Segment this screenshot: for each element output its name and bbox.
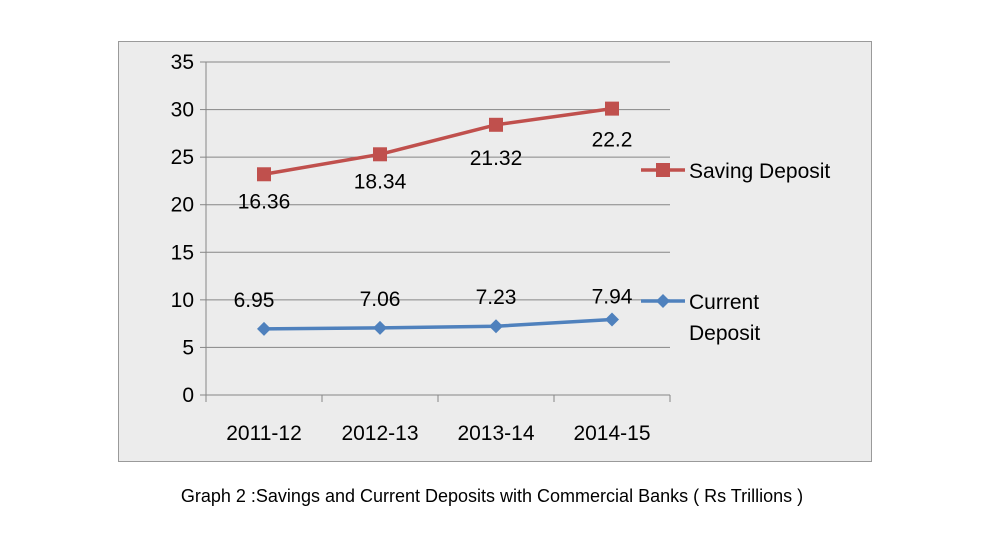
y-tick-label: 20 [171, 194, 194, 217]
legend-entry: Current Deposit [641, 291, 760, 345]
legend-label: Saving Deposit [689, 160, 830, 183]
data-point-marker [373, 147, 387, 162]
line-chart: 0 5 10 15 20 25 30 35 2011-12 2012-13 2013-14 2014-… [171, 51, 831, 445]
series-current-deposit: 6.95 7.06 7.23 7.94 [234, 285, 633, 336]
data-point-marker [257, 167, 271, 182]
chart-caption: Graph 2 :Savings and Current Deposits wi… [180, 486, 804, 506]
y-tick-label: 0 [182, 384, 194, 407]
data-label: 16.36 [238, 190, 291, 213]
legend-entry: Saving Deposit [641, 160, 830, 183]
legend-marker [656, 163, 670, 177]
y-tick-label: 35 [171, 51, 194, 74]
legend-label: Deposit [689, 322, 760, 345]
data-point-marker [373, 320, 387, 335]
data-label: 21.32 [470, 147, 523, 170]
series-saving-deposit: 16.36 18.34 21.32 22.2 [238, 101, 633, 213]
y-tick-label: 5 [182, 336, 194, 359]
data-label: 7.06 [360, 288, 401, 311]
y-tick-label: 15 [171, 241, 194, 264]
data-label: 7.23 [476, 286, 517, 309]
y-tick-label: 10 [171, 289, 194, 312]
y-tick-label: 25 [171, 146, 194, 169]
data-point-marker [257, 321, 271, 336]
gridlines [206, 61, 670, 396]
series-line [263, 317, 613, 331]
data-point-marker [605, 101, 619, 116]
x-tick-label: 2013-14 [457, 422, 534, 445]
x-tick-label: 2011-12 [226, 422, 302, 445]
x-tick-label: 2012-13 [341, 422, 418, 445]
data-label: 22.2 [592, 129, 633, 152]
data-point-marker [489, 319, 503, 334]
data-point-marker [605, 312, 619, 327]
data-label: 6.95 [234, 289, 275, 312]
series-line [263, 106, 613, 176]
chart-area: 0 5 10 15 20 25 30 35 2011-12 2012-13 2013-14 2014-… [118, 41, 872, 462]
legend-marker [656, 294, 670, 308]
axes: 0 5 10 15 20 25 30 35 2011-12 2012-13 2013-14 2014-… [171, 51, 671, 445]
legend-label: Current [689, 291, 759, 314]
series-group: 16.36 18.34 21.32 22.2 6.95 7.06 7.23 7.94 [234, 101, 633, 336]
data-point-marker [489, 117, 503, 132]
legend: Saving Deposit Current Deposit [641, 160, 830, 345]
y-tick-label: 30 [171, 99, 194, 122]
data-label: 7.94 [592, 285, 633, 308]
data-label: 18.34 [354, 170, 407, 193]
x-tick-label: 2014-15 [573, 422, 650, 445]
